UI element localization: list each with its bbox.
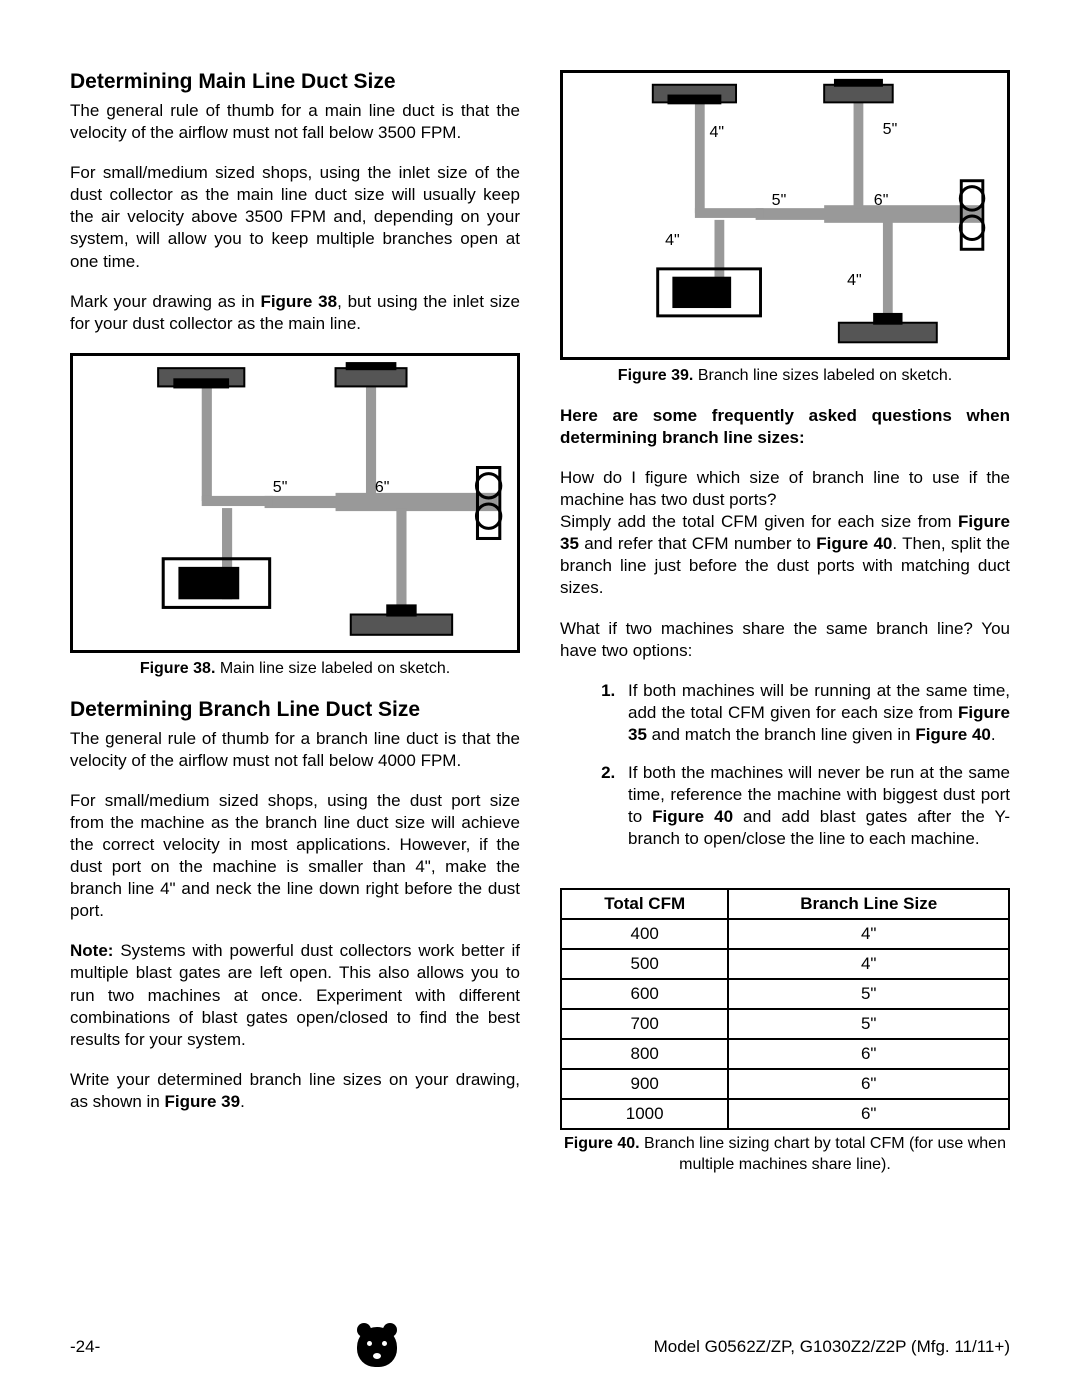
heading-branch-line: Determining Branch Line Duct Size [70,698,520,722]
table-row: 5004" [561,949,1009,979]
table-cell: 1000 [561,1099,728,1129]
table-header-cfm: Total CFM [561,889,728,919]
faq-q2: What if two machines share the same bran… [560,618,1010,662]
table-cell: 6" [728,1039,1009,1069]
table-cell: 500 [561,949,728,979]
right-column: 4" 5" 5" 6" 4" 4" Figure 39. Branch line… [560,70,1010,1310]
faq-a1: Simply add the total CFM given for each … [560,511,1010,599]
fig39-label-b: 5" [883,121,898,139]
table-row: 7005" [561,1009,1009,1039]
para-branch-note: Note: Systems with powerful dust collect… [70,940,520,1050]
bear-logo-icon [357,1327,397,1367]
figure-39-svg [563,73,1007,357]
model-info: Model G0562Z/ZP, G1030Z2/Z2P (Mfg. 11/11… [654,1337,1010,1357]
table-cell: 4" [728,919,1009,949]
figure-38-box: 5" 6" [70,353,520,653]
table-row: 4004" [561,919,1009,949]
table-row: 10006" [561,1099,1009,1129]
figure-38-caption: Figure 38. Main line size labeled on ske… [70,659,520,680]
table-cell: 6" [728,1099,1009,1129]
figure-39-caption: Figure 39. Branch line sizes labeled on … [560,366,1010,387]
table-cell: 400 [561,919,728,949]
para-branch-1: The general rule of thumb for a branch l… [70,728,520,772]
para-main-3: Mark your drawing as in Figure 38, but u… [70,291,520,335]
table-cell: 5" [728,979,1009,1009]
table-row: 9006" [561,1069,1009,1099]
table-cell: 900 [561,1069,728,1099]
table-cell: 4" [728,949,1009,979]
fig39-label-d: 6" [874,192,889,210]
figure-40-caption: Figure 40. Branch line sizing chart by t… [560,1134,1010,1176]
fig39-label-e: 4" [665,232,680,250]
table-cell: 800 [561,1039,728,1069]
left-column: Determining Main Line Duct Size The gene… [70,70,520,1310]
list-item-2: If both the machines will never be run a… [620,762,1010,850]
para-branch-3: Write your determined branch line sizes … [70,1069,520,1113]
page-number: -24- [70,1337,100,1357]
faq-q1: How do I figure which size of branch lin… [560,467,1010,511]
fig39-label-c: 5" [772,192,787,210]
heading-main-line: Determining Main Line Duct Size [70,70,520,94]
table-header-size: Branch Line Size [728,889,1009,919]
fig38-label-6: 6" [375,479,390,497]
page-footer: -24- Model G0562Z/ZP, G1030Z2/Z2P (Mfg. … [70,1327,1010,1367]
table-row: 6005" [561,979,1009,1009]
para-main-1: The general rule of thumb for a main lin… [70,100,520,144]
branch-size-table: Total CFM Branch Line Size 4004"5004"600… [560,888,1010,1130]
table-cell: 6" [728,1069,1009,1099]
fig39-label-a: 4" [710,124,725,142]
table-row: 8006" [561,1039,1009,1069]
table-cell: 5" [728,1009,1009,1039]
list-item-1: If both machines will be running at the … [620,680,1010,746]
figure-38-svg [73,356,517,650]
fig39-label-f: 4" [847,272,862,290]
para-main-2: For small/medium sized shops, using the … [70,162,520,272]
fig38-label-5: 5" [273,479,288,497]
faq-heading: Here are some frequently asked questions… [560,405,1010,449]
para-branch-2: For small/medium sized shops, using the … [70,790,520,923]
table-cell: 700 [561,1009,728,1039]
figure-39-box: 4" 5" 5" 6" 4" 4" [560,70,1010,360]
table-cell: 600 [561,979,728,1009]
faq-options-list: If both machines will be running at the … [620,680,1010,867]
